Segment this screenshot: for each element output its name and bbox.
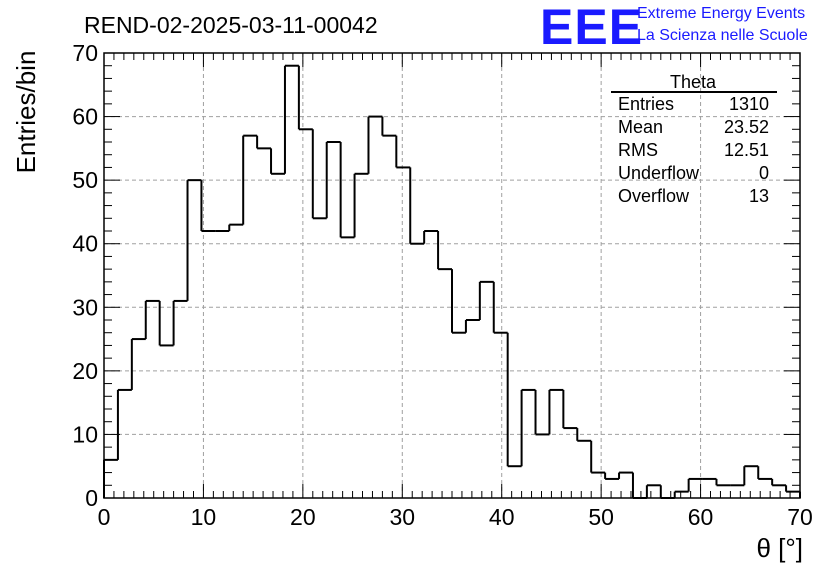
histogram-bin bbox=[478, 280, 494, 320]
run-title: REND-02-2025-03-11-00042 bbox=[84, 12, 378, 38]
histogram-bin bbox=[548, 388, 564, 435]
histogram-bin bbox=[562, 389, 578, 430]
tick-labels: 0 10 20 30 40 50 60 70 0 10 20 30 40 50 60 70 bbox=[72, 40, 812, 530]
histogram-bin bbox=[311, 129, 327, 220]
histogram-bin bbox=[506, 332, 522, 468]
stats-row-label: Underflow bbox=[618, 163, 700, 183]
histogram-bin bbox=[158, 300, 174, 347]
histogram-bin bbox=[757, 466, 773, 480]
histogram-bin bbox=[367, 115, 383, 174]
x-tick-label: 50 bbox=[588, 504, 614, 530]
x-tick-label: 30 bbox=[389, 504, 415, 530]
histogram-bin bbox=[659, 485, 675, 499]
y-tick-label: 10 bbox=[72, 421, 98, 447]
histogram-bin bbox=[673, 490, 689, 498]
y-tick-label: 20 bbox=[72, 358, 98, 384]
x-tick-label: 40 bbox=[489, 504, 515, 530]
y-tick-label: 0 bbox=[85, 485, 98, 511]
stats-row-value: 13 bbox=[749, 186, 769, 206]
x-axis-title: θ [°] bbox=[756, 533, 803, 563]
axis-ticks bbox=[103, 52, 801, 499]
histogram-bin bbox=[130, 338, 146, 390]
histogram-bin bbox=[242, 134, 258, 225]
histogram-bin bbox=[423, 230, 439, 244]
histogram-bin bbox=[785, 485, 800, 493]
histogram-bin bbox=[771, 478, 787, 487]
histogram-bin bbox=[687, 477, 703, 492]
logo-line-2: La Scienza nelle Scuole bbox=[637, 27, 808, 44]
stats-row-label: Mean bbox=[618, 117, 663, 137]
stats-row-value: 0 bbox=[759, 163, 769, 183]
x-tick-label: 20 bbox=[290, 504, 316, 530]
grid-lines bbox=[104, 53, 800, 498]
histogram-bin bbox=[297, 65, 313, 131]
histogram-bin bbox=[395, 135, 411, 169]
histogram-bin bbox=[576, 428, 592, 442]
y-tick-label: 50 bbox=[72, 167, 98, 193]
histogram-bin bbox=[144, 299, 160, 340]
histogram-bin bbox=[604, 472, 620, 480]
stats-row-label: RMS bbox=[618, 140, 658, 160]
histogram-bin bbox=[534, 389, 550, 436]
histogram-bin bbox=[451, 269, 466, 334]
x-tick-label: 10 bbox=[191, 504, 217, 530]
histogram-bin bbox=[409, 167, 425, 245]
histogram-bin bbox=[437, 231, 452, 271]
histogram-bin bbox=[186, 179, 202, 301]
x-tick-label: 60 bbox=[688, 504, 714, 530]
stats-title: Theta bbox=[670, 72, 717, 92]
stats-row-value: 1310 bbox=[729, 94, 769, 114]
histogram-bin bbox=[464, 319, 480, 333]
histogram-bin bbox=[270, 148, 285, 175]
y-tick-label: 30 bbox=[72, 294, 98, 320]
histogram-bin bbox=[103, 458, 118, 498]
stats-row-label: Overflow bbox=[618, 186, 690, 206]
logo-line-1: Extreme Energy Events bbox=[637, 5, 805, 22]
histogram-bin bbox=[116, 388, 132, 460]
histogram-bars bbox=[103, 64, 801, 499]
histogram-bin bbox=[381, 116, 397, 137]
histogram-bin bbox=[339, 142, 355, 239]
histogram-bin bbox=[353, 172, 369, 238]
y-axis-title: Entries/bin bbox=[11, 51, 41, 174]
histogram-bin bbox=[743, 465, 759, 486]
x-tick-label: 0 bbox=[98, 504, 111, 530]
histogram-bin bbox=[325, 141, 341, 219]
y-tick-label: 70 bbox=[72, 40, 98, 66]
histogram-bin bbox=[590, 440, 606, 474]
stats-row-value: 12.51 bbox=[724, 140, 769, 160]
x-tick-label: 70 bbox=[787, 504, 813, 530]
histogram-bin bbox=[256, 135, 272, 150]
stats-row-value: 23.52 bbox=[724, 117, 769, 137]
y-tick-label: 40 bbox=[72, 231, 98, 257]
histogram-bin bbox=[492, 281, 508, 334]
stats-box: Theta Entries 1310 Mean 23.52 RMS 12.51 Underf… bbox=[611, 72, 777, 206]
histogram-bin bbox=[520, 388, 536, 467]
histogram-bin bbox=[631, 472, 647, 499]
stats-row-label: Entries bbox=[618, 94, 674, 114]
histogram-bin bbox=[715, 478, 731, 487]
histogram-bin bbox=[618, 471, 633, 479]
histogram-bin bbox=[283, 64, 299, 174]
histogram-bin bbox=[645, 484, 661, 498]
histogram-bin bbox=[228, 223, 244, 231]
histogram-bin bbox=[172, 299, 188, 346]
stats-rows: Entries 1310 Mean 23.52 RMS 12.51 Underflow 0 Ov… bbox=[618, 94, 769, 206]
y-tick-label: 60 bbox=[72, 104, 98, 130]
histogram-bin bbox=[200, 180, 216, 232]
eee-logo: EEE bbox=[540, 0, 643, 55]
